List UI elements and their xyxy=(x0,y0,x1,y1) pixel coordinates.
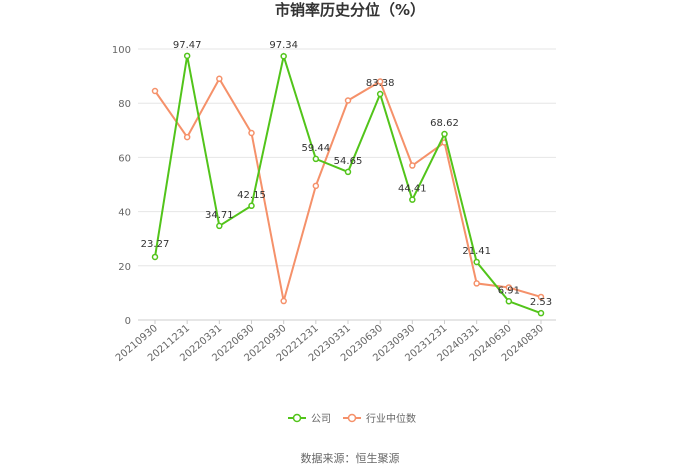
y-tick-label: 40 xyxy=(118,208,131,219)
data-point[interactable] xyxy=(248,202,255,210)
data-label: 97.47 xyxy=(173,40,202,51)
data-point[interactable] xyxy=(441,130,448,138)
series-layer xyxy=(151,52,545,317)
data-label: 21.41 xyxy=(462,246,491,257)
data-point[interactable] xyxy=(216,75,223,83)
data-label: 42.15 xyxy=(237,190,266,201)
data-label: 2.53 xyxy=(530,297,552,308)
y-axis: 0 20 40 60 80 100 xyxy=(112,45,131,327)
data-point[interactable] xyxy=(376,78,384,85)
y-tick-label: 80 xyxy=(118,99,131,110)
legend-label: 行业中位数 xyxy=(366,412,416,425)
y-tick-label: 60 xyxy=(118,153,131,164)
data-point[interactable] xyxy=(537,293,545,301)
data-label: 83.38 xyxy=(366,78,395,89)
data-point[interactable] xyxy=(409,162,416,169)
legend-item-0[interactable]: 公司 xyxy=(288,413,331,425)
data-point[interactable] xyxy=(376,90,384,98)
data-label: 68.62 xyxy=(430,118,459,129)
data-label: 59.44 xyxy=(302,143,331,154)
data-point[interactable] xyxy=(505,284,513,291)
series-line-0 xyxy=(154,52,542,315)
data-point[interactable] xyxy=(183,52,191,60)
x-axis: 2021093020211231202203312022063020220930… xyxy=(114,319,556,364)
data-point[interactable] xyxy=(216,222,223,230)
data-point[interactable] xyxy=(280,52,287,60)
grid-lines xyxy=(138,48,556,321)
data-point[interactable] xyxy=(537,309,545,317)
y-tick-label: 100 xyxy=(112,45,131,56)
data-point[interactable] xyxy=(473,280,480,287)
data-label: 97.34 xyxy=(269,40,298,51)
legend-marker xyxy=(347,413,357,423)
data-label: 23.27 xyxy=(141,239,170,250)
data-point[interactable] xyxy=(151,253,159,261)
data-point[interactable] xyxy=(248,129,255,137)
y-tick-label: 0 xyxy=(125,316,131,327)
data-point[interactable] xyxy=(183,133,191,141)
data-point[interactable] xyxy=(344,168,352,176)
data-point[interactable] xyxy=(280,297,287,305)
chart-title: 市销率历史分位（%） xyxy=(275,1,425,19)
source-note: 数据来源：恒生聚源 xyxy=(301,451,400,465)
legend-marker xyxy=(292,413,302,423)
data-label: 34.71 xyxy=(205,210,234,221)
y-tick-label: 20 xyxy=(118,262,131,273)
legend-label: 公司 xyxy=(311,414,331,425)
data-point[interactable] xyxy=(473,258,480,266)
data-point[interactable] xyxy=(312,182,320,190)
legend-item-1[interactable]: 行业中位数 xyxy=(343,412,416,425)
data-point[interactable] xyxy=(505,298,513,305)
data-point[interactable] xyxy=(151,87,159,95)
data-point[interactable] xyxy=(344,97,352,104)
legend[interactable]: 公司 行业中位数 xyxy=(288,412,416,425)
data-label: 44.41 xyxy=(398,184,427,195)
data-point[interactable] xyxy=(312,155,320,163)
data-point[interactable] xyxy=(409,196,416,203)
data-label: 6.91 xyxy=(498,285,520,296)
data-label: 54.65 xyxy=(334,156,363,167)
